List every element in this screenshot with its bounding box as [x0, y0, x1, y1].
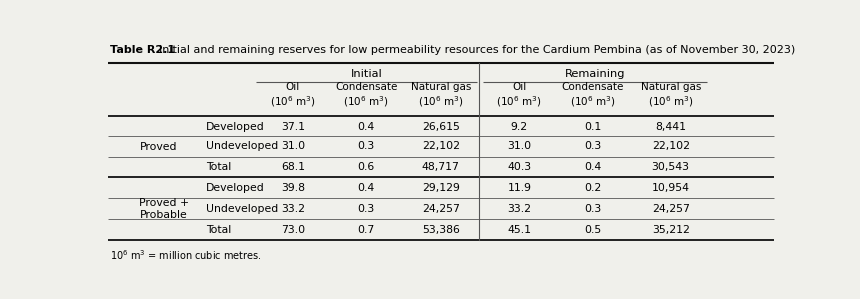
Text: Natural gas
($10^6$ m$^3$): Natural gas ($10^6$ m$^3$) — [410, 82, 471, 109]
Text: Total: Total — [206, 162, 231, 172]
Text: 0.7: 0.7 — [358, 225, 375, 235]
Text: 37.1: 37.1 — [280, 122, 304, 132]
Text: 68.1: 68.1 — [280, 162, 304, 172]
Text: 39.8: 39.8 — [280, 183, 304, 193]
Text: 35,212: 35,212 — [652, 225, 690, 235]
Text: Undeveloped: Undeveloped — [206, 141, 279, 151]
Text: 0.4: 0.4 — [358, 183, 375, 193]
Text: 48,717: 48,717 — [421, 162, 460, 172]
Text: 31.0: 31.0 — [507, 141, 531, 151]
Text: 29,129: 29,129 — [421, 183, 460, 193]
Text: 0.2: 0.2 — [584, 183, 601, 193]
Text: Developed: Developed — [206, 183, 265, 193]
Text: 26,615: 26,615 — [421, 122, 460, 132]
Text: Proved +
Probable: Proved + Probable — [139, 198, 189, 220]
Text: 0.5: 0.5 — [584, 225, 601, 235]
Text: 22,102: 22,102 — [652, 141, 690, 151]
Text: Oil
($10^6$ m$^3$): Oil ($10^6$ m$^3$) — [270, 82, 316, 109]
Text: Oil
($10^6$ m$^3$): Oil ($10^6$ m$^3$) — [496, 82, 543, 109]
Text: 53,386: 53,386 — [421, 225, 460, 235]
Text: 24,257: 24,257 — [421, 204, 460, 214]
Text: 45.1: 45.1 — [507, 225, 531, 235]
Text: 0.3: 0.3 — [358, 141, 375, 151]
Text: 11.9: 11.9 — [507, 183, 531, 193]
Text: 10$^6$ m$^3$ = million cubic metres.: 10$^6$ m$^3$ = million cubic metres. — [110, 248, 262, 262]
Text: 0.6: 0.6 — [358, 162, 375, 172]
Text: Undeveloped: Undeveloped — [206, 204, 279, 214]
Text: 30,543: 30,543 — [652, 162, 690, 172]
Text: Condensate
($10^6$ m$^3$): Condensate ($10^6$ m$^3$) — [562, 82, 624, 109]
Text: 0.3: 0.3 — [584, 204, 601, 214]
Text: 8,441: 8,441 — [655, 122, 686, 132]
Text: Initial: Initial — [351, 69, 383, 79]
Text: 0.4: 0.4 — [358, 122, 375, 132]
Text: 31.0: 31.0 — [280, 141, 304, 151]
Text: Proved: Proved — [139, 142, 177, 152]
Text: 0.3: 0.3 — [358, 204, 375, 214]
Text: 0.1: 0.1 — [584, 122, 601, 132]
Text: 0.4: 0.4 — [584, 162, 601, 172]
Text: Table R2.1: Table R2.1 — [110, 45, 175, 55]
Text: Total: Total — [206, 225, 231, 235]
Text: 40.3: 40.3 — [507, 162, 531, 172]
Text: Initial and remaining reserves for low permeability resources for the Cardium Pe: Initial and remaining reserves for low p… — [159, 45, 796, 55]
Text: 33.2: 33.2 — [507, 204, 531, 214]
Text: Remaining: Remaining — [565, 69, 625, 79]
Text: Condensate
($10^6$ m$^3$): Condensate ($10^6$ m$^3$) — [335, 82, 397, 109]
Text: 73.0: 73.0 — [280, 225, 304, 235]
Text: 9.2: 9.2 — [511, 122, 528, 132]
Text: 24,257: 24,257 — [652, 204, 690, 214]
Text: 33.2: 33.2 — [280, 204, 304, 214]
Text: 10,954: 10,954 — [652, 183, 690, 193]
Text: Developed: Developed — [206, 122, 265, 132]
Text: Natural gas
($10^6$ m$^3$): Natural gas ($10^6$ m$^3$) — [641, 82, 701, 109]
Text: 0.3: 0.3 — [584, 141, 601, 151]
Text: 22,102: 22,102 — [421, 141, 460, 151]
